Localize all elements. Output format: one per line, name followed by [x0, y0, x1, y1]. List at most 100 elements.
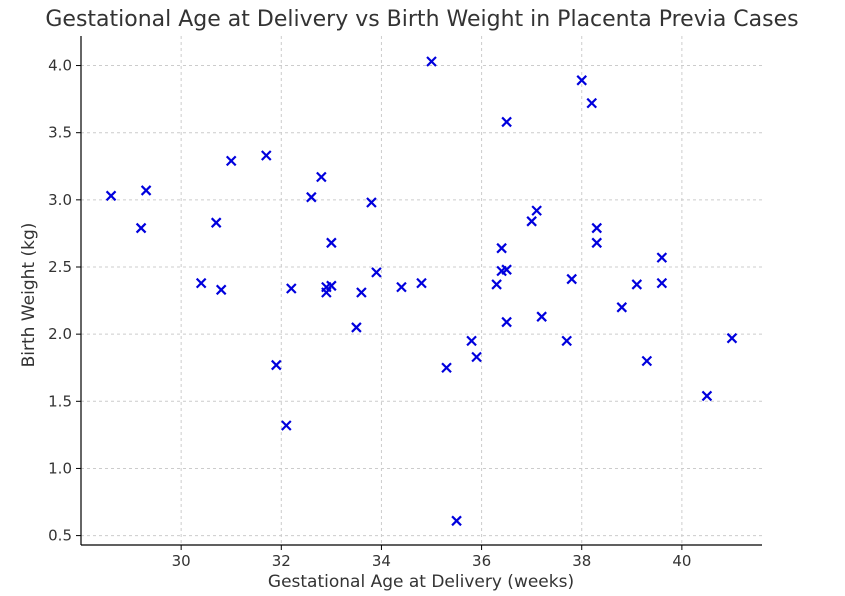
data-point — [351, 322, 362, 333]
data-point — [471, 351, 482, 363]
marker-stroke — [591, 222, 603, 234]
x-tick-label: 32 — [272, 552, 291, 570]
data-point — [536, 311, 547, 322]
marker-stroke — [561, 335, 572, 347]
grid — [81, 36, 762, 545]
data-points — [105, 56, 738, 527]
marker-stroke — [701, 390, 713, 402]
marker-stroke — [271, 359, 282, 371]
marker-stroke — [326, 280, 337, 292]
marker-stroke — [466, 335, 477, 347]
data-point — [451, 515, 462, 527]
x-tick-label: 30 — [172, 552, 191, 570]
x-tick-label: 36 — [472, 552, 491, 570]
data-point — [416, 277, 427, 289]
marker-stroke — [140, 185, 152, 196]
x-tick-label: 38 — [572, 552, 591, 570]
data-point — [616, 302, 628, 313]
marker-stroke — [501, 116, 512, 128]
x-tick-label: 34 — [372, 552, 391, 570]
data-point — [356, 287, 367, 298]
data-point — [576, 75, 588, 86]
marker-stroke — [656, 277, 668, 289]
marker-stroke — [426, 56, 437, 67]
x-axis-label: Gestational Age at Delivery (weeks) — [268, 572, 574, 592]
marker-stroke — [396, 281, 407, 293]
data-point — [316, 171, 327, 183]
data-point — [701, 390, 713, 402]
data-point — [326, 280, 337, 292]
marker-stroke — [586, 97, 598, 109]
data-point — [215, 284, 227, 296]
data-point — [586, 97, 598, 109]
marker-stroke — [526, 216, 537, 227]
marker-stroke — [441, 362, 452, 374]
data-point — [526, 216, 537, 227]
marker-stroke — [576, 75, 588, 86]
marker-stroke — [656, 252, 668, 263]
marker-stroke — [531, 205, 542, 216]
data-point — [501, 264, 512, 275]
marker-stroke — [616, 302, 628, 313]
marker-stroke — [326, 237, 337, 249]
data-point — [140, 185, 152, 196]
data-point — [195, 277, 207, 289]
data-point — [466, 335, 477, 347]
marker-stroke — [491, 279, 502, 290]
marker-stroke — [726, 332, 738, 344]
y-tick-label: 2.5 — [48, 258, 72, 276]
y-axis-label: Birth Weight (kg) — [19, 223, 39, 368]
data-point — [105, 190, 117, 202]
data-point — [726, 332, 738, 344]
axes — [76, 36, 762, 550]
marker-stroke — [281, 420, 292, 431]
data-point — [396, 281, 407, 293]
data-point — [306, 191, 317, 203]
data-point — [225, 155, 237, 167]
marker-stroke — [306, 191, 317, 203]
marker-stroke — [451, 515, 462, 527]
y-tick-label: 1.5 — [48, 392, 72, 410]
data-point — [566, 273, 577, 285]
data-point — [531, 205, 542, 216]
marker-stroke — [351, 322, 362, 333]
data-point — [371, 267, 382, 278]
data-point — [366, 197, 377, 208]
data-point — [426, 56, 437, 67]
data-point — [281, 420, 292, 431]
marker-stroke — [105, 190, 117, 202]
data-point — [491, 279, 502, 290]
data-point — [496, 242, 507, 254]
tick-labels: 30 32 34 36 38 40 0.5 1.0 1.5 2.0 2.5 3.0 3.5 4.0 — [48, 57, 691, 570]
chart-title: Gestational Age at Delivery vs Birth Wei… — [45, 7, 798, 32]
data-point — [656, 252, 668, 263]
y-tick-label: 3.0 — [48, 191, 72, 209]
marker-stroke — [496, 242, 507, 254]
marker-stroke — [631, 279, 643, 290]
data-point — [501, 316, 512, 328]
data-point — [591, 222, 603, 234]
marker-stroke — [260, 150, 272, 161]
marker-stroke — [215, 284, 227, 296]
y-tick-label: 2.0 — [48, 325, 72, 343]
data-point — [271, 359, 282, 371]
marker-stroke — [501, 316, 512, 328]
y-tick-label: 1.0 — [48, 459, 72, 477]
y-tick-label: 3.5 — [48, 124, 72, 142]
marker-stroke — [356, 287, 367, 298]
data-point — [501, 116, 512, 128]
data-point — [286, 283, 297, 294]
data-point — [441, 362, 452, 374]
data-point — [326, 237, 337, 249]
marker-stroke — [210, 217, 222, 228]
data-point — [260, 150, 272, 161]
marker-stroke — [501, 264, 512, 275]
marker-stroke — [591, 237, 603, 249]
data-point — [641, 355, 653, 367]
marker-stroke — [135, 222, 147, 234]
data-point — [631, 279, 643, 290]
marker-stroke — [471, 351, 482, 363]
data-point — [591, 237, 603, 249]
